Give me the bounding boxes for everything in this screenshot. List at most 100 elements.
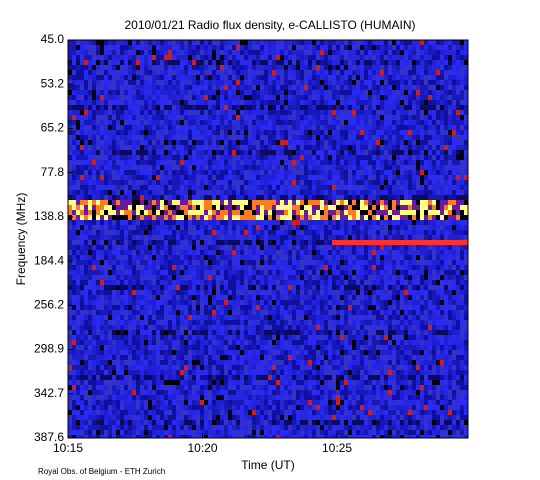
texture-cell <box>332 255 336 260</box>
texture-cell <box>216 160 220 165</box>
texture-cell <box>212 240 216 245</box>
texture-cell <box>256 75 260 80</box>
texture-cell <box>324 110 328 115</box>
texture-cell <box>364 80 368 85</box>
texture-cell <box>264 205 268 210</box>
texture-cell <box>308 55 312 60</box>
texture-cell <box>408 275 412 280</box>
texture-cell <box>232 85 236 90</box>
texture-cell <box>300 65 304 70</box>
texture-cell <box>216 250 220 255</box>
texture-cell <box>312 250 316 255</box>
texture-cell <box>244 170 248 175</box>
texture-cell <box>396 210 400 215</box>
texture-cell <box>108 190 112 195</box>
texture-cell <box>348 225 352 230</box>
texture-cell <box>256 210 260 215</box>
texture-cell <box>132 260 136 265</box>
texture-cell <box>360 275 364 280</box>
texture-cell <box>312 190 316 195</box>
texture-cell <box>192 195 196 200</box>
y-axis-label: Frequency (MHz) <box>14 193 28 286</box>
texture-cell <box>160 110 164 115</box>
texture-cell <box>392 135 396 140</box>
texture-cell <box>384 80 388 85</box>
texture-cell <box>248 205 252 210</box>
texture-cell <box>256 65 260 70</box>
texture-cell <box>252 240 256 245</box>
texture-cell <box>332 270 336 275</box>
texture-cell <box>456 130 460 135</box>
texture-cell <box>68 285 72 290</box>
texture-cell <box>444 240 448 245</box>
texture-cell <box>348 155 352 160</box>
texture-cell <box>424 135 428 140</box>
texture-cell <box>368 160 372 165</box>
texture-cell <box>200 170 204 175</box>
texture-cell <box>224 230 228 235</box>
texture-cell <box>256 250 260 255</box>
texture-cell <box>200 265 204 270</box>
texture-cell <box>376 150 380 155</box>
texture-cell <box>96 190 100 195</box>
texture-cell <box>372 75 376 80</box>
texture-cell <box>168 245 172 250</box>
texture-cell <box>424 100 428 105</box>
texture-cell <box>320 185 324 190</box>
texture-cell <box>68 75 72 80</box>
texture-cell <box>392 115 396 120</box>
texture-cell <box>272 235 276 240</box>
texture-cell <box>276 240 280 245</box>
texture-cell <box>148 230 152 235</box>
texture-cell <box>104 255 108 260</box>
texture-cell <box>220 80 224 85</box>
texture-cell <box>388 90 392 95</box>
texture-cell <box>192 225 196 230</box>
texture-cell <box>352 195 356 200</box>
texture-cell <box>240 215 244 220</box>
texture-cell <box>304 95 308 100</box>
texture-cell <box>456 40 460 45</box>
texture-cell <box>296 240 300 245</box>
texture-cell <box>400 150 404 155</box>
texture-cell <box>216 240 220 245</box>
texture-cell <box>292 145 296 150</box>
texture-cell <box>452 185 456 190</box>
texture-cell <box>80 110 84 115</box>
texture-cell <box>404 90 408 95</box>
texture-cell <box>428 95 432 100</box>
texture-cell <box>248 90 252 95</box>
texture-cell <box>284 150 288 155</box>
texture-cell <box>360 235 364 240</box>
texture-cell <box>304 75 308 80</box>
texture-cell <box>440 275 444 280</box>
texture-cell <box>232 140 236 145</box>
texture-cell <box>180 240 184 245</box>
texture-cell <box>92 175 96 180</box>
texture-cell <box>272 75 276 80</box>
texture-cell <box>180 230 184 235</box>
texture-cell <box>168 230 172 235</box>
texture-cell <box>448 65 452 70</box>
texture-cell <box>400 70 404 75</box>
texture-cell <box>344 230 348 235</box>
texture-cell <box>272 55 276 60</box>
texture-cell <box>212 215 216 220</box>
texture-cell <box>308 120 312 125</box>
texture-cell <box>412 120 416 125</box>
texture-cell <box>220 165 224 170</box>
texture-cell <box>228 200 232 205</box>
texture-cell <box>336 180 340 185</box>
texture-cell <box>384 265 388 270</box>
texture-cell <box>124 195 128 200</box>
texture-cell <box>348 220 352 225</box>
texture-cell <box>128 195 132 200</box>
texture-cell <box>240 275 244 280</box>
texture-cell <box>244 55 248 60</box>
texture-cell <box>100 160 104 165</box>
texture-cell <box>268 155 272 160</box>
texture-cell <box>192 70 196 75</box>
texture-cell <box>424 205 428 210</box>
texture-cell <box>116 70 120 75</box>
texture-cell <box>96 205 100 210</box>
